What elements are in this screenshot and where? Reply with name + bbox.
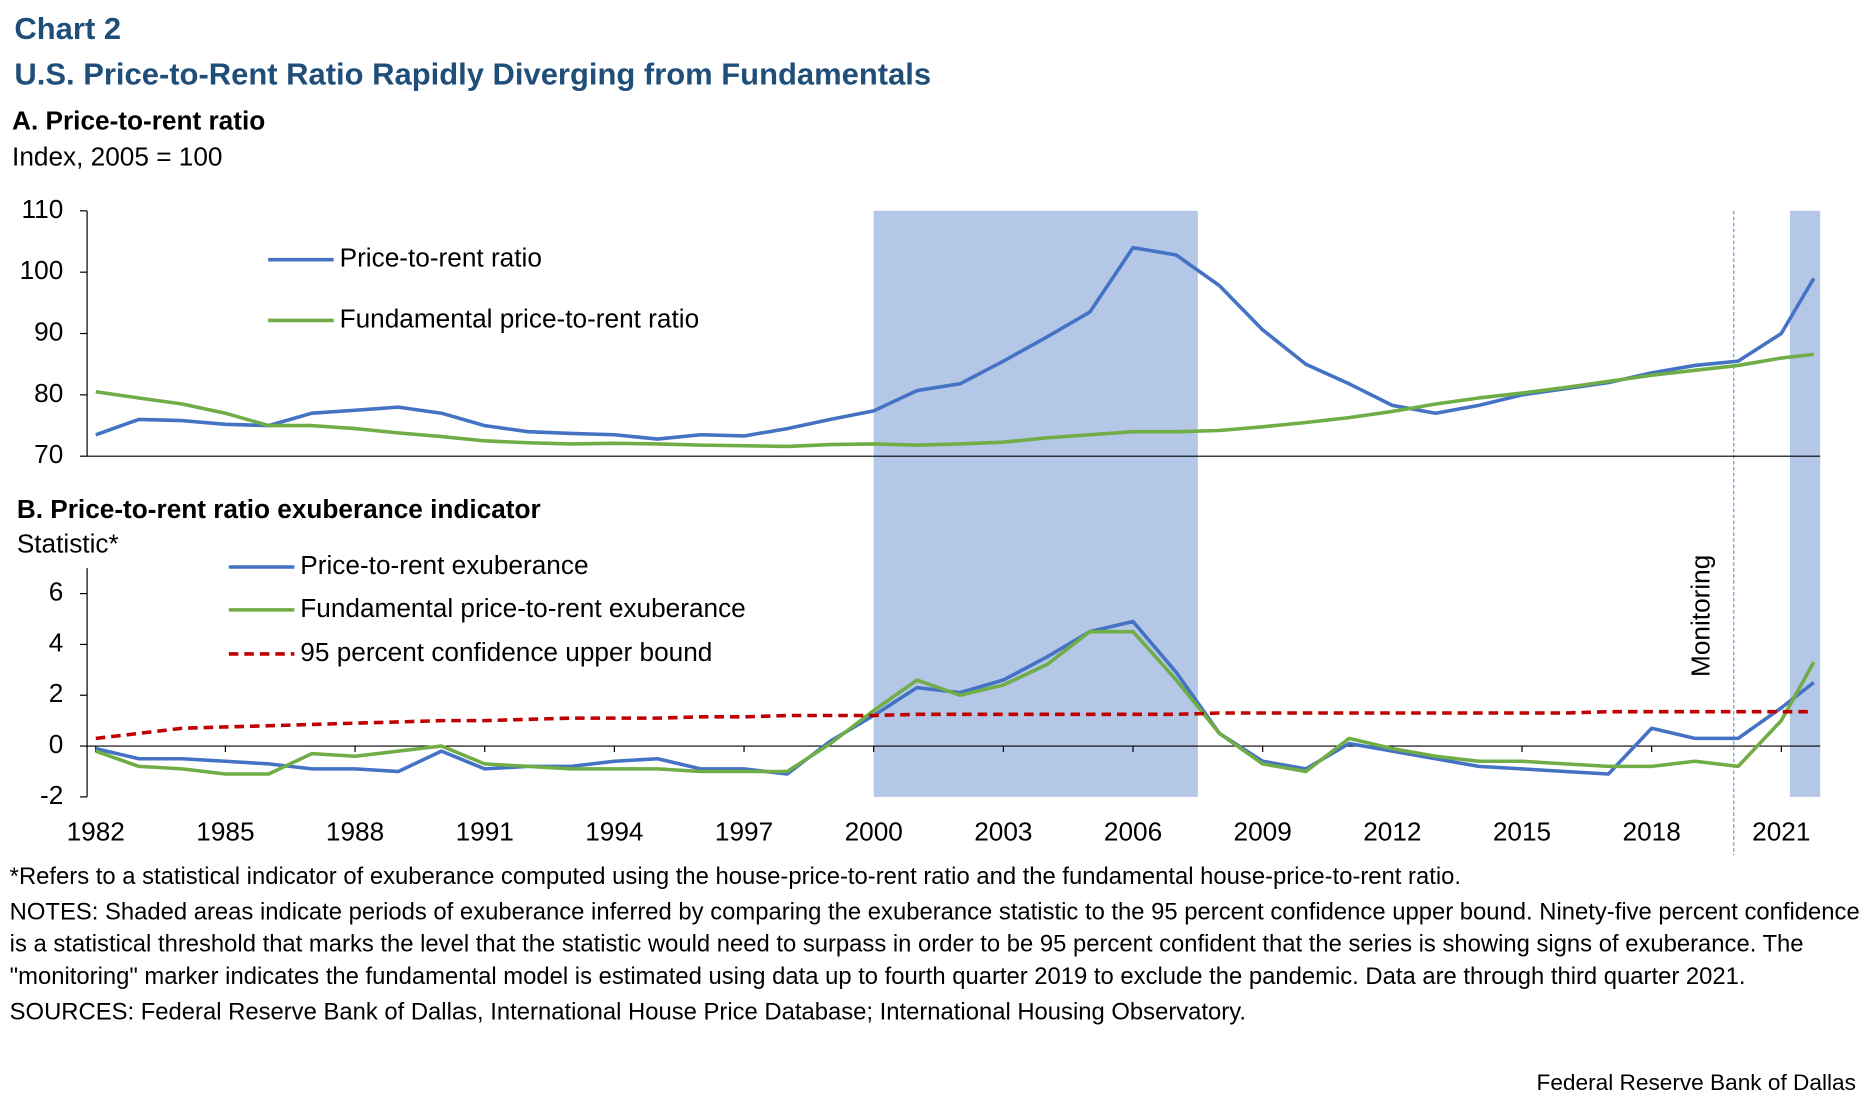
shaded-period xyxy=(873,210,1198,797)
y-label: Index, 2005 = 100 xyxy=(12,141,222,171)
shaded-period xyxy=(1789,210,1821,797)
sources: SOURCES: Federal Reserve Bank of Dallas,… xyxy=(9,999,1246,1026)
x-tick-label: 1997 xyxy=(715,817,773,847)
x-tick-label: 2012 xyxy=(1363,817,1421,847)
legend-label: Fundamental price-to-rent exuberance xyxy=(300,593,745,623)
y-tick-label: 110 xyxy=(22,194,64,224)
y-tick-label: 100 xyxy=(20,255,64,285)
x-tick-label: 2021 xyxy=(1752,817,1810,847)
x-tick-label: 1994 xyxy=(585,817,643,847)
legend-label: Price-to-rent exuberance xyxy=(300,550,588,580)
y-tick-label: 2 xyxy=(49,678,64,708)
series-line xyxy=(95,629,1816,776)
notes: NOTES: Shaded areas indicate periods of … xyxy=(9,899,1860,990)
legend-label: Price-to-rent ratio xyxy=(340,243,542,273)
chart-number: Chart 2 xyxy=(14,11,121,46)
x-tick-label: 2000 xyxy=(845,817,903,847)
legend-label: Fundamental price-to-rent ratio xyxy=(340,303,700,333)
footnote-block: *Refers to a statistical indicator of ex… xyxy=(10,861,1862,1029)
y-tick-label: 4 xyxy=(49,627,64,657)
legend-label: 95 percent confidence upper bound xyxy=(300,637,712,667)
x-tick-label: 1988 xyxy=(326,817,384,847)
series-line xyxy=(95,619,1815,776)
panel-title: B. Price-to-rent ratio exuberance indica… xyxy=(17,494,541,524)
x-tick-label: 2009 xyxy=(1234,817,1292,847)
x-tick-label: 1982 xyxy=(67,817,125,847)
y-label: Statistic* xyxy=(17,528,119,558)
x-tick-label: 2003 xyxy=(974,817,1032,847)
x-tick-label: 2006 xyxy=(1104,817,1162,847)
credit: Federal Reserve Bank of Dallas xyxy=(1537,1070,1856,1095)
y-tick-label: -2 xyxy=(40,780,63,810)
y-tick-label: 80 xyxy=(34,378,63,408)
panel-title: A. Price-to-rent ratio xyxy=(12,106,265,136)
series-line xyxy=(95,352,1814,449)
footnote: *Refers to a statistical indicator of ex… xyxy=(9,863,1462,890)
monitoring-label: Monitoring xyxy=(1686,555,1716,677)
footnotes: *Refers to a statistical indicator of ex… xyxy=(10,861,1862,1029)
x-tick-label: 1985 xyxy=(196,817,254,847)
x-tick-label: 1991 xyxy=(456,817,514,847)
y-tick-label: 6 xyxy=(49,577,64,607)
chart-title: U.S. Price-to-Rent Ratio Rapidly Divergi… xyxy=(14,56,931,91)
y-tick-label: 90 xyxy=(34,316,63,346)
x-tick-label: 2018 xyxy=(1623,817,1681,847)
y-tick-label: 70 xyxy=(34,439,63,469)
x-tick-label: 2015 xyxy=(1493,817,1551,847)
y-tick-label: 0 xyxy=(49,729,64,759)
series-line xyxy=(95,709,1814,741)
